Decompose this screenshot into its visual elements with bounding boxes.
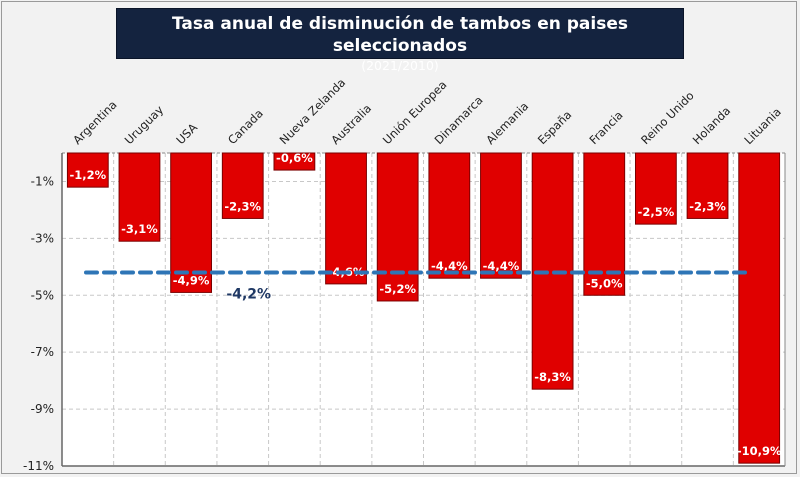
x-tick-label: España: [535, 108, 575, 148]
y-tick-label: -11%: [23, 459, 54, 473]
data-label: -2,3%: [689, 199, 726, 213]
bar: [634, 152, 677, 225]
data-label: -1,2%: [69, 168, 106, 182]
x-tick-label: USA: [173, 120, 200, 147]
x-tick-label: Lituania: [741, 105, 783, 147]
data-label: -8,3%: [534, 370, 571, 384]
data-label: -5,2%: [379, 282, 416, 296]
x-tick-label: Reino Unido: [638, 88, 697, 147]
average-label: -4,2%: [226, 287, 271, 303]
data-label: -2,5%: [638, 205, 675, 219]
x-tick-label: Australia: [328, 101, 374, 147]
y-tick-label: -9%: [31, 402, 54, 416]
bar: [738, 152, 781, 464]
x-tick-label: Argentina: [70, 98, 120, 148]
data-label: -4,9%: [173, 273, 210, 287]
x-tick-label: Francia: [586, 108, 625, 147]
x-tick-label: Holanda: [690, 104, 734, 148]
x-tick-label: Canada: [225, 106, 266, 147]
data-label: -0,6%: [276, 151, 313, 165]
bar: [325, 152, 367, 285]
bar: [66, 152, 109, 188]
chart-subtitle: (2021/2010): [361, 58, 439, 73]
bar: [428, 152, 471, 279]
bar: [480, 152, 522, 279]
data-label: -5,0%: [586, 276, 623, 290]
bar: [376, 152, 419, 302]
x-tick-label: Alemania: [483, 99, 531, 147]
x-tick-label: Uruguay: [122, 103, 167, 148]
bar: [686, 152, 729, 219]
x-tick-label: Dinamarca: [432, 93, 486, 147]
data-label: -10,9%: [737, 444, 782, 458]
y-tick-label: -5%: [31, 288, 54, 302]
bar: [221, 152, 264, 219]
bar: [170, 152, 213, 293]
bar: [118, 152, 161, 242]
y-tick-label: -7%: [31, 345, 54, 359]
bar: [273, 152, 316, 171]
chart-title-box: Tasa anual de disminución de tambos en p…: [116, 8, 684, 73]
chart-title: Tasa anual de disminución de tambos en p…: [172, 14, 628, 56]
data-label: -4,4%: [431, 259, 468, 273]
y-tick-label: -3%: [31, 231, 54, 245]
data-label: -2,3%: [224, 199, 261, 213]
data-label: -3,1%: [121, 222, 158, 236]
data-label: -4,4%: [483, 259, 520, 273]
y-tick-label: -1%: [31, 174, 54, 188]
